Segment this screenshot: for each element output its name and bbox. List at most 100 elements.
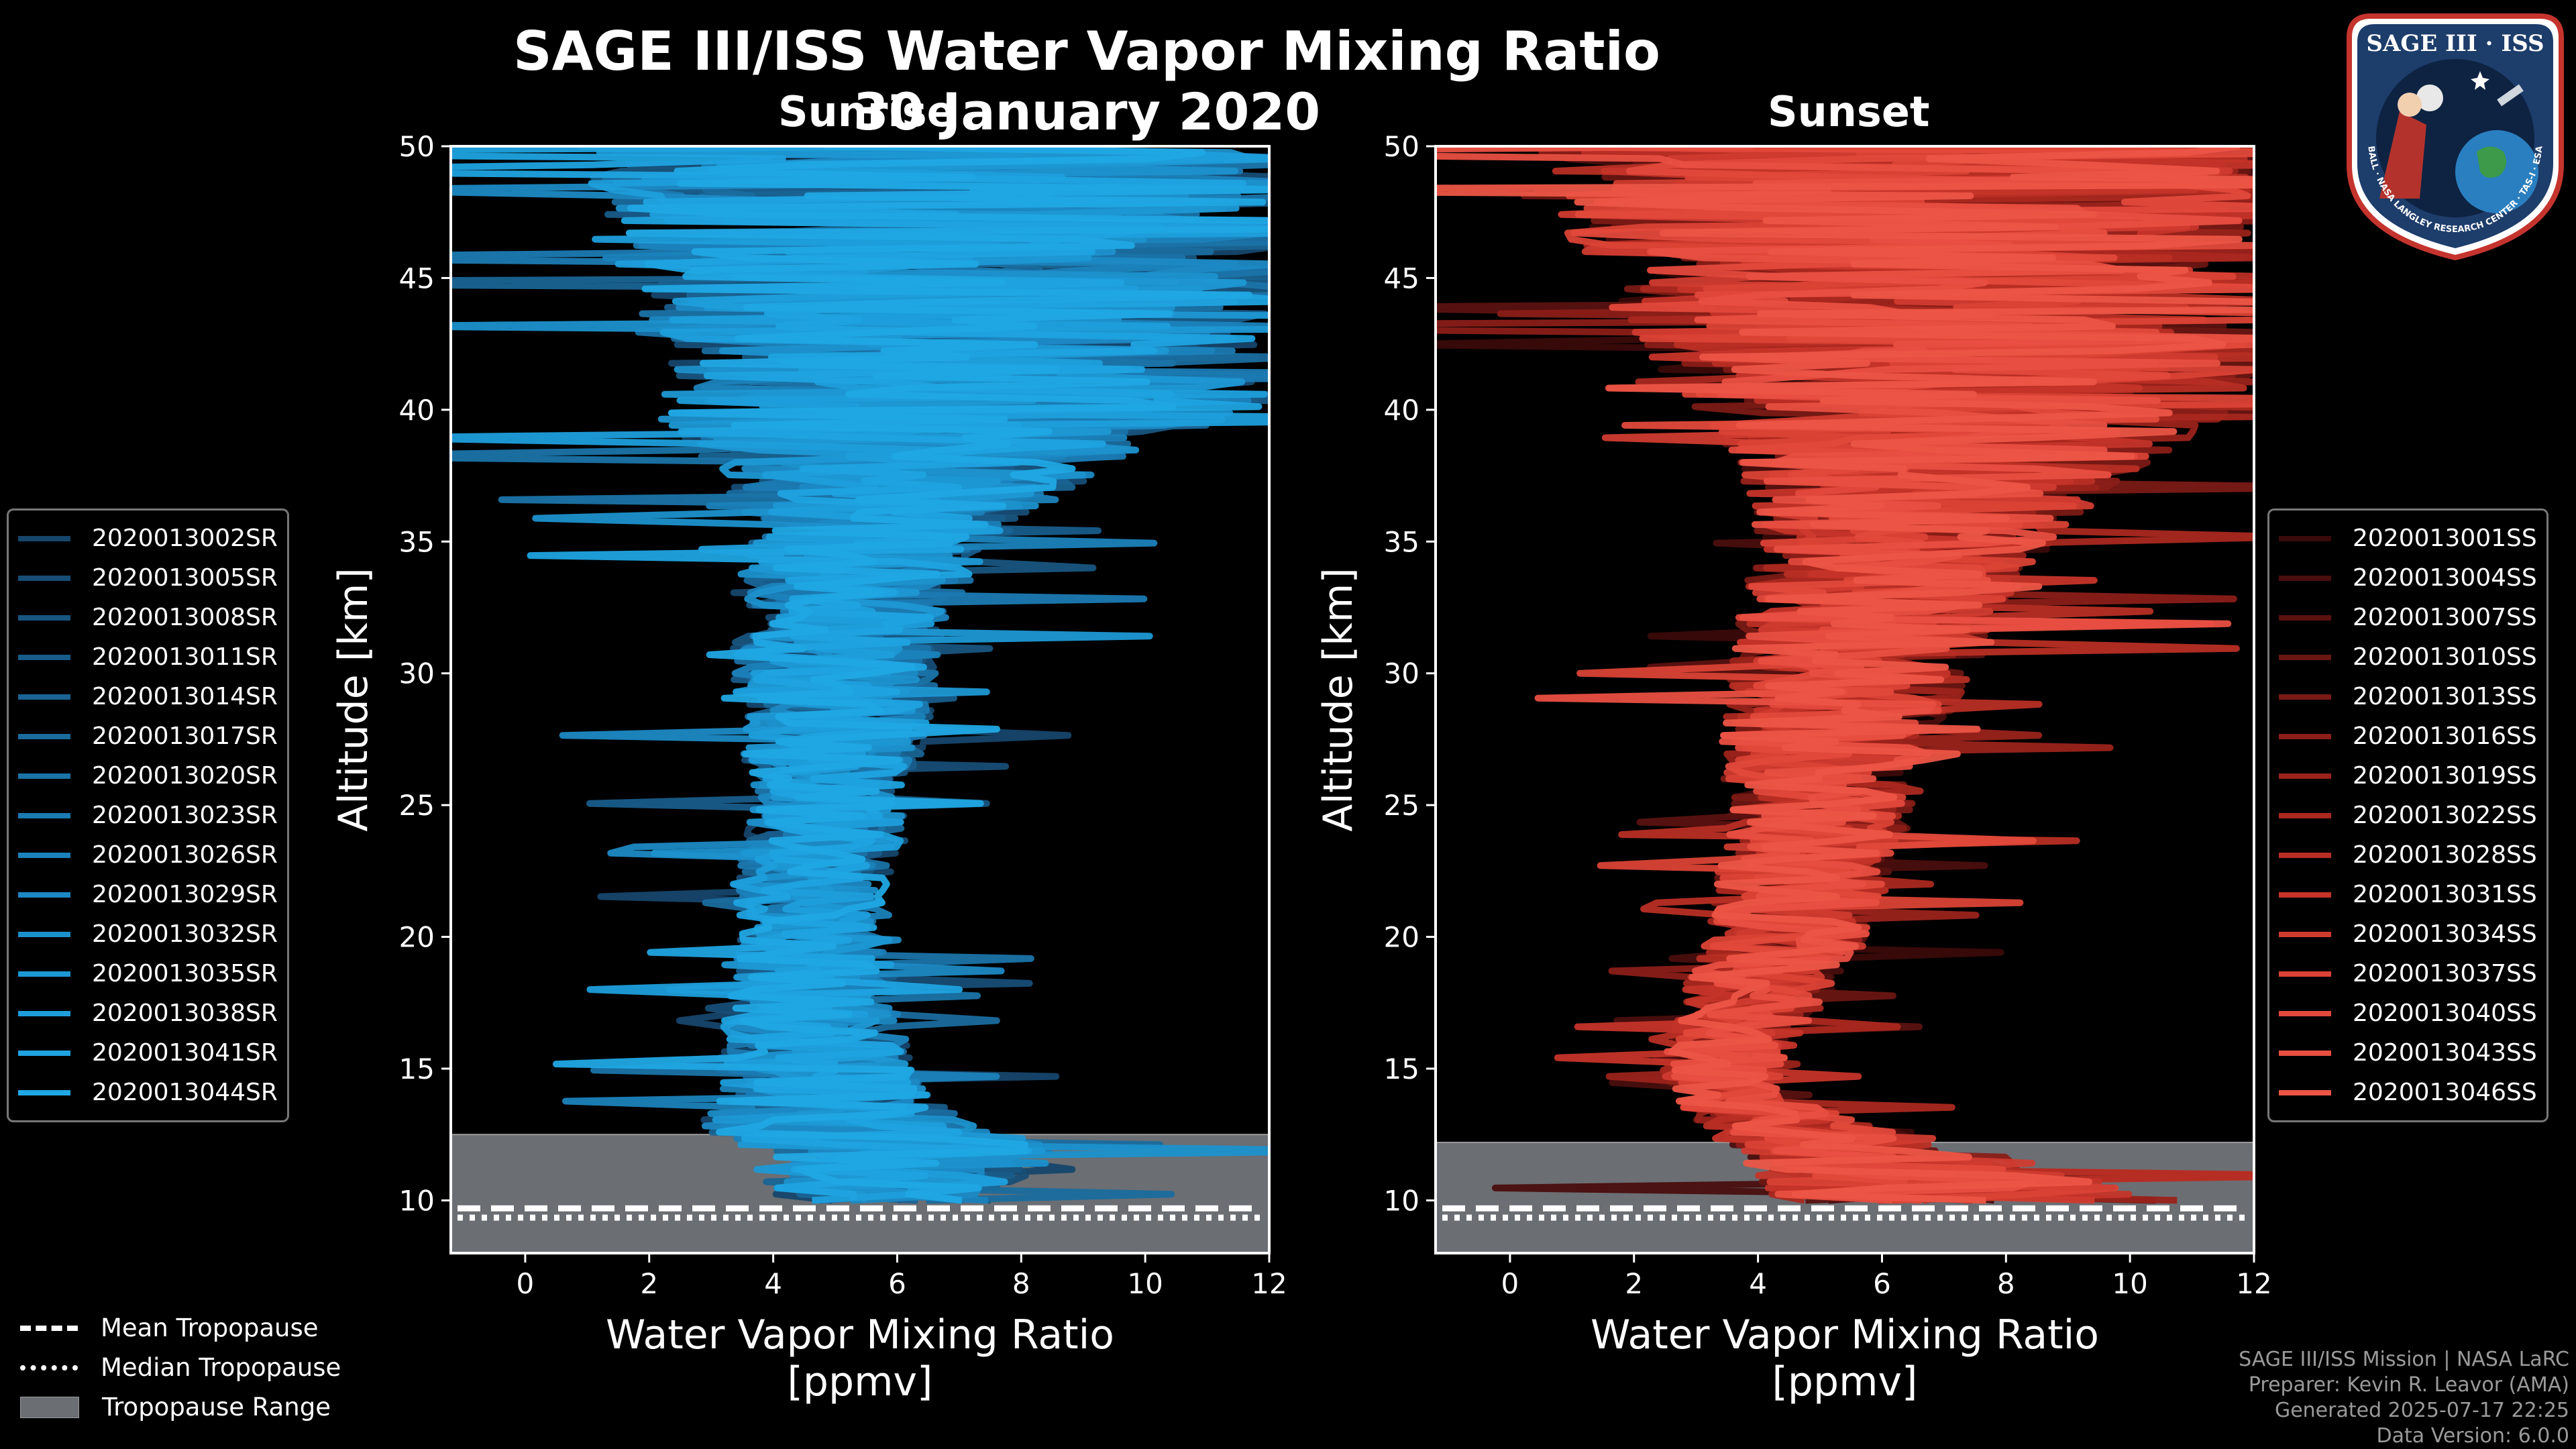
legend-swatch-2020013029SR — [18, 892, 70, 898]
legend-item-2020013001SS: 2020013001SS — [2279, 519, 2537, 558]
legend-item-2020013007SS: 2020013007SS — [2279, 598, 2537, 637]
sunrise-xlabel-line-0: Water Vapor Mixing Ratio — [606, 1311, 1114, 1358]
legend-swatch-2020013028SS — [2279, 852, 2331, 858]
sunrise-xtick-label-6: 6 — [888, 1267, 906, 1300]
legend-item-2020013005SR: 2020013005SR — [18, 558, 278, 598]
legend-item-2020013022SS: 2020013022SS — [2279, 796, 2537, 835]
sunrise-xlabel-line-1: [ppmv] — [788, 1358, 933, 1405]
profile-line-2020013046SS — [1436, 146, 2254, 1204]
legend-label-2020013004SS: 2020013004SS — [2353, 564, 2537, 592]
legend-item-2020013013SS: 2020013013SS — [2279, 677, 2537, 716]
legend-item-2020013008SR: 2020013008SR — [18, 598, 278, 637]
legend-swatch-2020013017SR — [18, 733, 70, 739]
sunset-ylabel: Altitude [km] — [1315, 568, 1362, 832]
profile-line-2020013043SS — [1436, 146, 2254, 1204]
sunset-ytick-label-45: 45 — [1384, 262, 1419, 294]
legend-item-2020013019SS: 2020013019SS — [2279, 756, 2537, 796]
legend-label-2020013043SS: 2020013043SS — [2353, 1039, 2537, 1067]
legend-label-2020013019SS: 2020013019SS — [2353, 762, 2537, 790]
badge-title: SAGE III · ISS — [2366, 30, 2544, 57]
legend-label-2020013023SR: 2020013023SR — [92, 802, 278, 829]
tropopause-legend-range: Tropopause Range — [20, 1387, 341, 1427]
tropopause-legend-median: Median Tropopause — [20, 1348, 341, 1387]
legend-swatch-2020013001SS — [2279, 535, 2331, 541]
legend-item-2020013014SR: 2020013014SR — [18, 677, 278, 716]
tropopause-range-swatch — [20, 1396, 79, 1418]
sunset-xtick-label-2: 2 — [1625, 1267, 1643, 1300]
legend-swatch-2020013040SS — [2279, 1010, 2331, 1016]
legend-item-2020013034SS: 2020013034SS — [2279, 914, 2537, 954]
legend-swatch-2020013044SR — [18, 1089, 70, 1095]
credits-version: Data Version: 6.0.0 — [2376, 1424, 2569, 1448]
legend-label-2020013013SS: 2020013013SS — [2353, 683, 2537, 710]
profile-line-2020013041SR — [451, 146, 1269, 1201]
sunrise-ylabel: Altitude [km] — [330, 568, 377, 832]
sage-mission-badge: SAGE III · ISS BALL · NASA LANGLEY RESEA… — [2347, 13, 2564, 261]
badge-figure-robe — [2379, 111, 2426, 199]
legend-swatch-2020013046SS — [2279, 1089, 2331, 1095]
sunset-ytick-label-40: 40 — [1384, 394, 1419, 427]
mean-tropopause-swatch — [20, 1325, 78, 1331]
legend-item-2020013023SR: 2020013023SR — [18, 796, 278, 835]
legend-item-2020013029SR: 2020013029SR — [18, 875, 278, 914]
legend-swatch-2020013043SS — [2279, 1050, 2331, 1056]
legend-item-2020013010SS: 2020013010SS — [2279, 637, 2537, 677]
legend-item-2020013032SR: 2020013032SR — [18, 914, 278, 954]
sunset-profiles — [1436, 146, 2254, 1204]
sunrise-xtick-label-12: 12 — [1251, 1267, 1287, 1300]
sunrise-ytick-label-50: 50 — [399, 130, 435, 163]
sunrise-panel-title: Sunrise — [778, 87, 955, 136]
badge-continent — [2477, 146, 2506, 178]
legend-label-2020013016SS: 2020013016SS — [2353, 722, 2537, 750]
legend-swatch-2020013023SR — [18, 812, 70, 818]
sunset-ytick-label-15: 15 — [1384, 1053, 1419, 1085]
legend-item-2020013044SR: 2020013044SR — [18, 1073, 278, 1112]
legend-swatch-2020013008SR — [18, 614, 70, 621]
legend-label-2020013040SS: 2020013040SS — [2353, 1000, 2537, 1027]
legend-label-2020013026SR: 2020013026SR — [92, 841, 278, 869]
legend-label-2020013029SR: 2020013029SR — [92, 881, 278, 908]
legend-swatch-2020013005SR — [18, 575, 70, 581]
sunset-xtick-label-12: 12 — [2236, 1267, 2271, 1300]
legend-swatch-2020013031SS — [2279, 892, 2331, 898]
legend-label-2020013022SS: 2020013022SS — [2353, 802, 2537, 829]
legend-label-2020013041SR: 2020013041SR — [92, 1039, 278, 1067]
legend-label-2020013001SS: 2020013001SS — [2353, 525, 2537, 552]
legend-label-2020013008SR: 2020013008SR — [92, 604, 278, 631]
sunrise-ytick-label-30: 30 — [399, 657, 435, 690]
sunset-ytick-label-25: 25 — [1384, 789, 1419, 822]
sunrise-ytick-label-20: 20 — [399, 921, 435, 954]
profile-line-2020013044SR — [552, 146, 1269, 1204]
credits-preparer: Preparer: Kevin R. Leavor (AMA) — [2248, 1373, 2569, 1397]
sunrise-ytick-label-40: 40 — [399, 394, 435, 427]
legend-item-2020013011SR: 2020013011SR — [18, 637, 278, 677]
sunrise-xtick-label-0: 0 — [517, 1267, 535, 1300]
tropopause-range-label: Tropopause Range — [102, 1393, 331, 1421]
sunset-ytick-label-50: 50 — [1384, 130, 1419, 163]
sunset-axes-frame — [1434, 145, 2255, 1254]
legend-item-2020013016SS: 2020013016SS — [2279, 716, 2537, 756]
sunrise-panel: 0 2 4 6 8 10 12 10 15 20 25 30 35 40 45 50 Water Vapor M… — [330, 130, 1287, 1405]
legend-swatch-2020013032SR — [18, 931, 70, 937]
legend-item-2020013043SS: 2020013043SS — [2279, 1033, 2537, 1073]
legend-item-2020013004SS: 2020013004SS — [2279, 558, 2537, 598]
badge-station — [2497, 84, 2524, 107]
sunset-ytick-label-10: 10 — [1384, 1184, 1419, 1217]
legend-swatch-2020013041SR — [18, 1050, 70, 1056]
legend-label-2020013038SR: 2020013038SR — [92, 1000, 278, 1027]
legend-item-2020013031SS: 2020013031SS — [2279, 875, 2537, 914]
legend-swatch-2020013007SS — [2279, 614, 2331, 621]
sunset-xtick-label-10: 10 — [2112, 1267, 2147, 1300]
sunset-panel-title: Sunset — [1768, 87, 1930, 136]
legend-label-2020013005SR: 2020013005SR — [92, 564, 278, 592]
legend-swatch-2020013038SR — [18, 1010, 70, 1016]
sunrise-profiles — [451, 146, 1269, 1204]
legend-label-2020013010SS: 2020013010SS — [2353, 643, 2537, 671]
legend-swatch-2020013004SS — [2279, 575, 2331, 581]
legend-label-2020013035SR: 2020013035SR — [92, 960, 278, 987]
legend-item-2020013040SS: 2020013040SS — [2279, 994, 2537, 1033]
legend-label-2020013037SS: 2020013037SS — [2353, 960, 2537, 987]
figure-title: SAGE III/ISS Water Vapor Mixing Ratio — [513, 20, 1661, 83]
